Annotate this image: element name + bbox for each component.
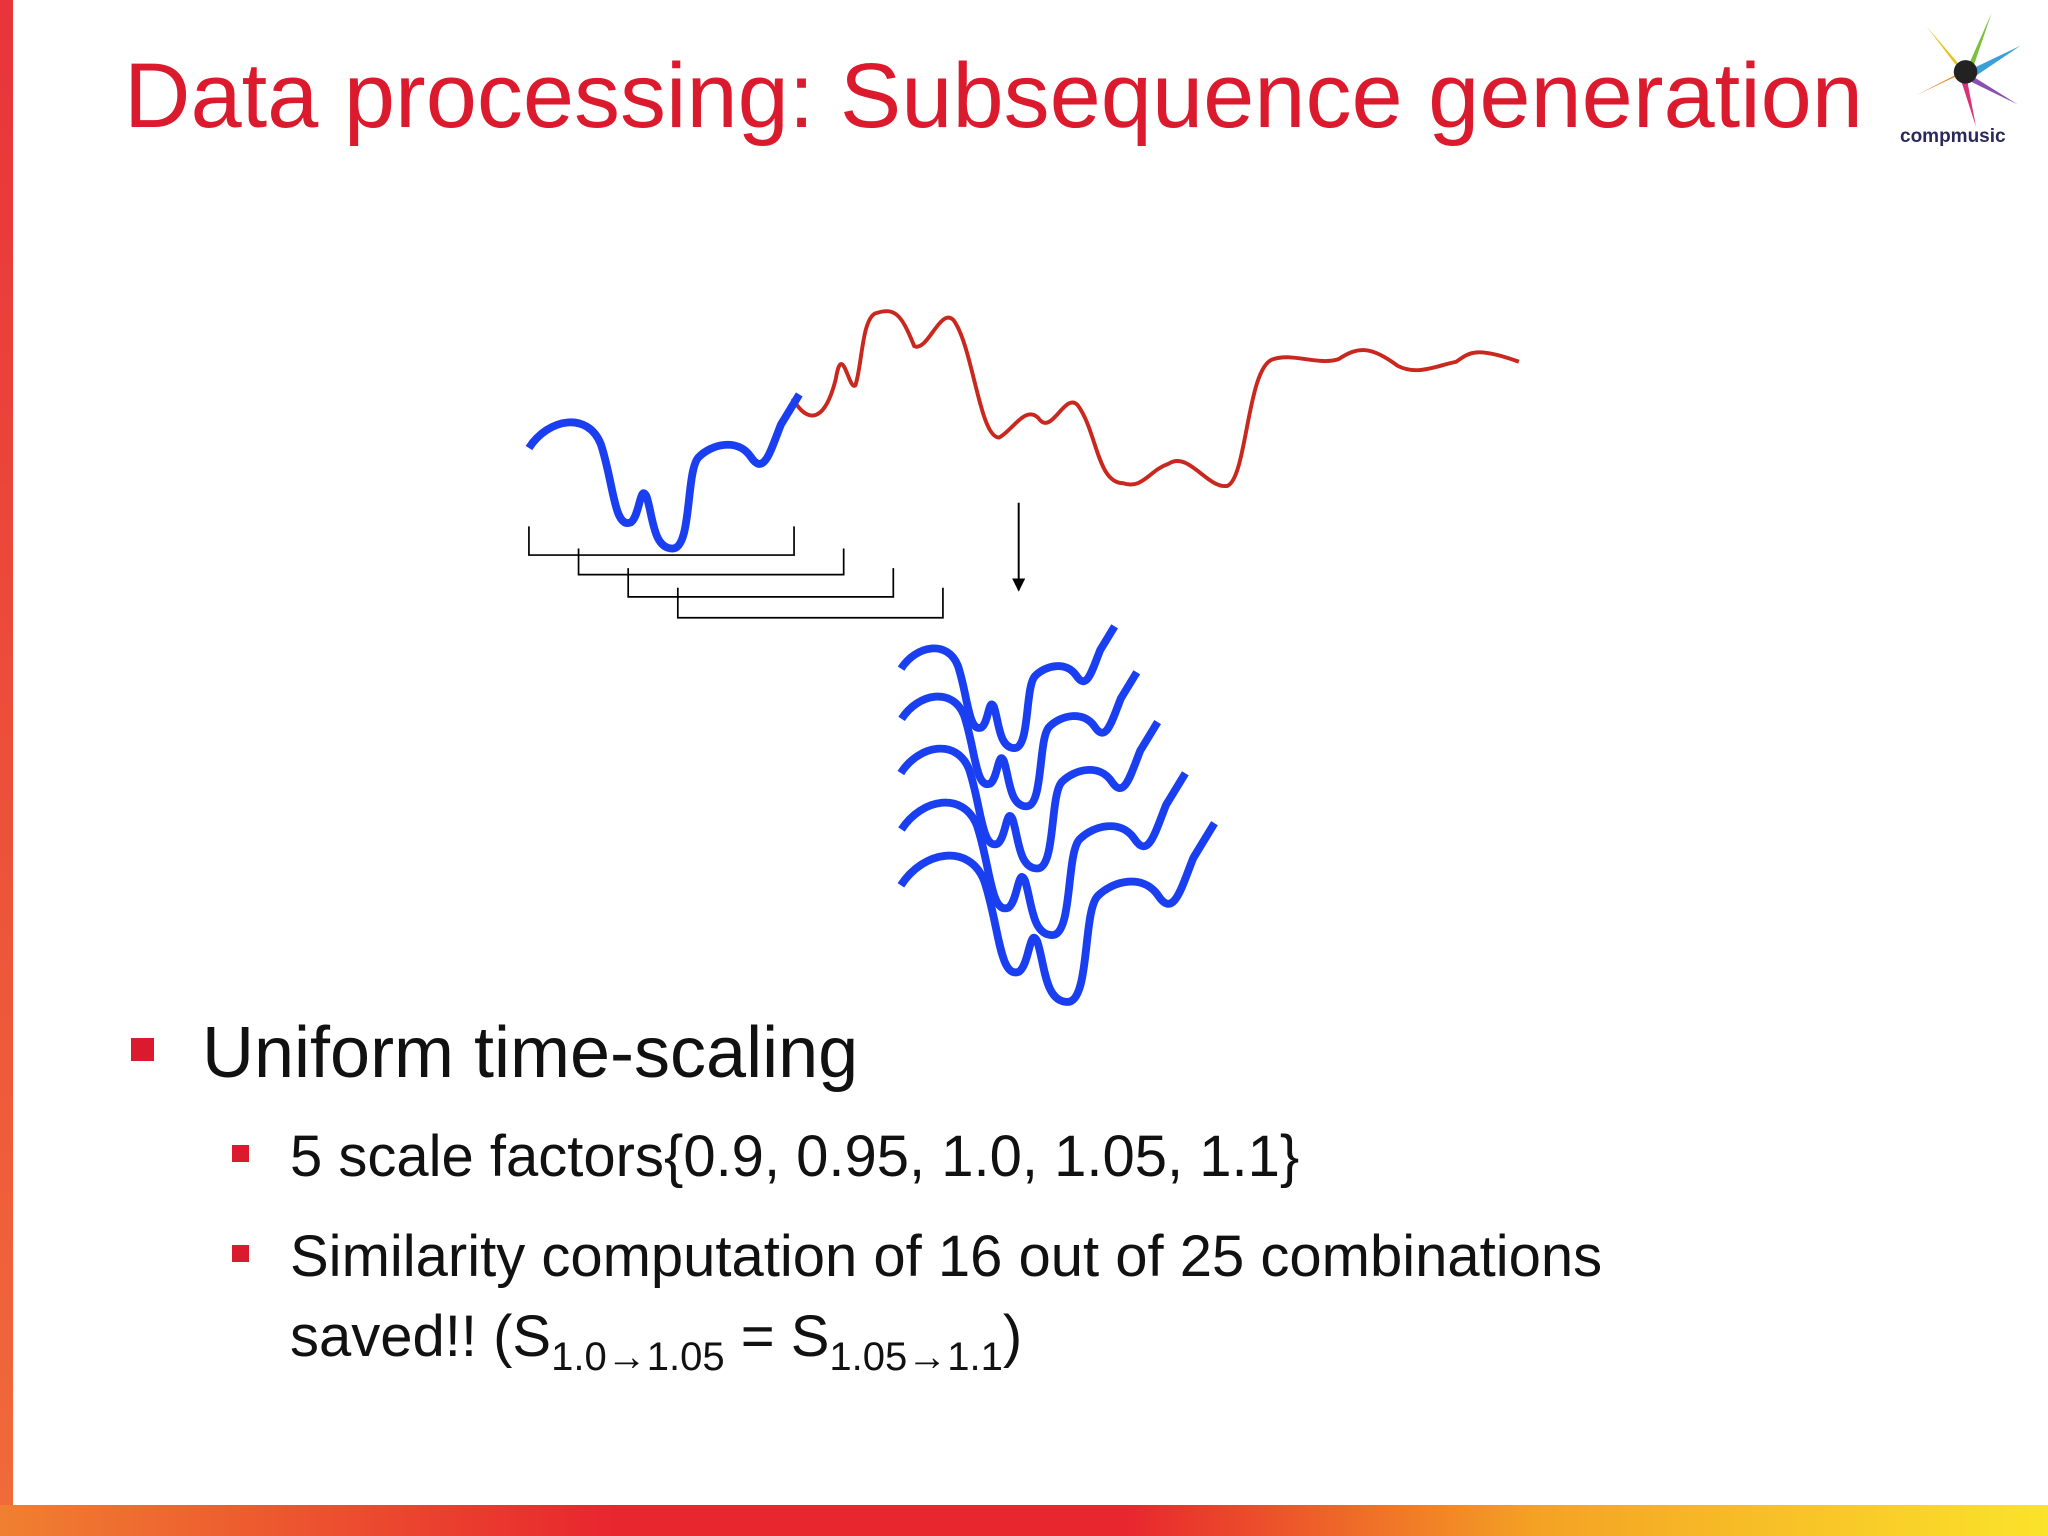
- text: ): [1002, 1304, 1023, 1369]
- bullet-marker: [232, 1245, 249, 1262]
- red-signal: [791, 309, 1520, 488]
- scaled-copies: [901, 626, 1215, 1002]
- footer-band: [0, 1505, 2048, 1536]
- text: = S: [724, 1304, 830, 1369]
- subbullet: Similarity computation of 16 out of 25 c…: [290, 1217, 1602, 1377]
- slide-title: Data processing: Subsequence generation: [124, 45, 1863, 147]
- blue-segment: [529, 394, 799, 548]
- text: Similarity computation of 16 out of 25 c…: [290, 1224, 1603, 1289]
- subbullet: 5 scale factors{0.9, 0.95, 1.0, 1.05, 1.…: [290, 1124, 1300, 1189]
- windows: [528, 526, 944, 619]
- subscript: 1.0→1.05: [551, 1335, 725, 1379]
- bullet: Uniform time-scaling: [202, 1013, 859, 1093]
- bullet-marker: [232, 1145, 249, 1162]
- logo-text: compmusic: [1900, 126, 2006, 147]
- bullet-marker: [131, 1038, 154, 1061]
- text: saved!! (S: [290, 1304, 552, 1369]
- logo: [1915, 13, 2021, 127]
- subscript: 1.05→1.1: [829, 1335, 1003, 1379]
- side-stripe: [0, 0, 13, 1505]
